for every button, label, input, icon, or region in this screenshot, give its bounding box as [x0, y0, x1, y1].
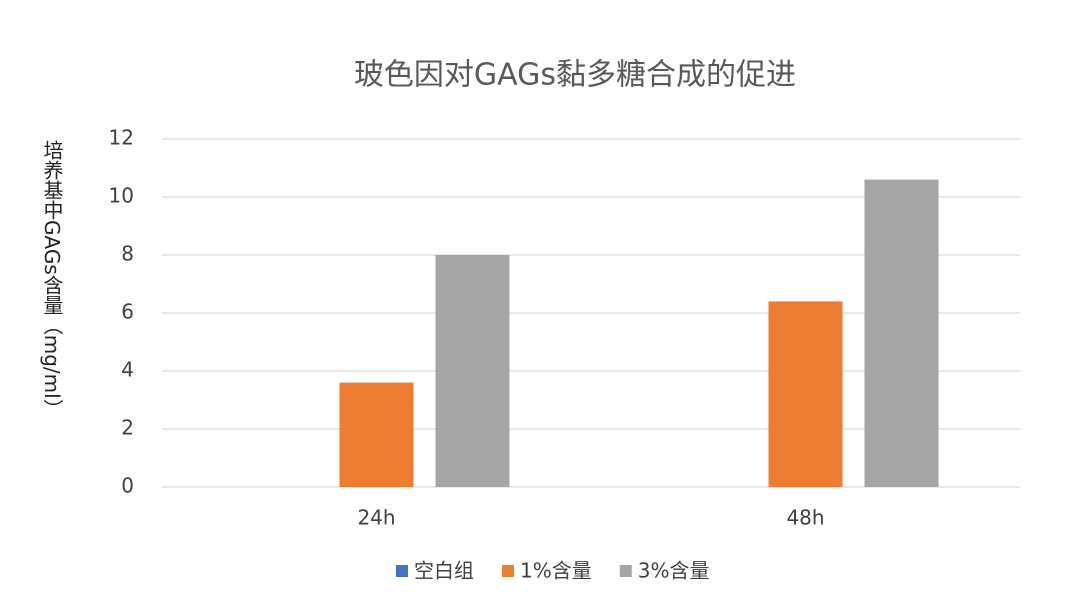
y-tick-label: 2: [121, 416, 134, 440]
y-tick-label: 4: [121, 358, 134, 382]
y-axis-label: 培养基中GAGs含量（mg/ml）: [40, 140, 64, 419]
legend-label: 3%含量: [638, 559, 710, 583]
legend-swatch: [502, 565, 514, 577]
y-tick-label: 6: [121, 300, 134, 324]
legend-swatch: [619, 565, 632, 577]
x-tick-label: 48h: [786, 506, 824, 530]
y-tick-label: 0: [121, 474, 134, 498]
bar: [435, 255, 510, 487]
y-tick-label: 10: [109, 184, 134, 208]
legend-swatch: [396, 565, 408, 577]
chart-title: 玻色因对GAGs黏多糖合成的促进: [354, 58, 796, 93]
bar: [768, 301, 843, 487]
y-tick-label: 12: [109, 126, 134, 150]
legend-label: 空白组: [414, 559, 474, 583]
y-tick-label: 8: [121, 242, 134, 266]
x-tick-label: 24h: [357, 506, 395, 530]
legend-label: 1%含量: [520, 559, 592, 583]
bar: [339, 382, 414, 487]
bar: [864, 179, 939, 487]
